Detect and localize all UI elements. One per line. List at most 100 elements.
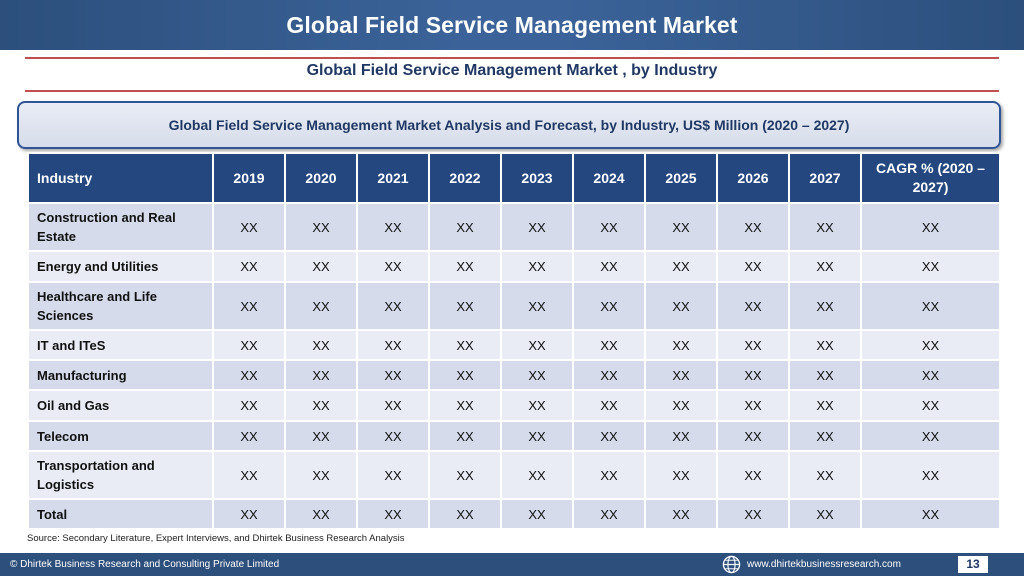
value-cell: XX xyxy=(644,202,718,252)
table-body: Construction and Real Estate XX XX XX XX XX XX… xyxy=(27,202,1001,530)
industry-name-cell: Energy and Utilities xyxy=(27,250,214,283)
value-cell: XX xyxy=(428,450,502,500)
page-number: 13 xyxy=(958,556,988,573)
copyright-text: © Dhirtek Business Research and Consulti… xyxy=(10,559,280,570)
table-row: Telecom XX XX XX XX XX XX XX XX XX XX xyxy=(27,420,1001,452)
title-banner: Global Field Service Management Market xyxy=(0,0,1024,50)
table-row: Manufacturing XX XX XX XX XX XX XX XX XX XX xyxy=(27,359,1001,391)
value-cell: XX xyxy=(860,250,1001,283)
value-cell: XX xyxy=(572,281,646,331)
value-cell: XX xyxy=(428,389,502,422)
value-cell: XX xyxy=(212,250,286,283)
value-cell: XX xyxy=(860,498,1001,530)
value-cell: XX xyxy=(284,359,358,391)
value-cell: XX xyxy=(572,329,646,361)
table-row: Construction and Real Estate XX XX XX XX XX XX… xyxy=(27,202,1001,252)
value-cell: XX xyxy=(644,250,718,283)
value-cell: XX xyxy=(644,329,718,361)
value-cell: XX xyxy=(428,202,502,252)
value-cell: XX xyxy=(356,498,430,530)
column-header: Industry xyxy=(27,152,214,204)
value-cell: XX xyxy=(860,389,1001,422)
value-cell: XX xyxy=(428,359,502,391)
column-header: 2022 xyxy=(428,152,502,204)
column-header: 2023 xyxy=(500,152,574,204)
value-cell: XX xyxy=(860,281,1001,331)
analysis-title-box: Global Field Service Management Market A… xyxy=(17,101,1001,149)
value-cell: XX xyxy=(356,281,430,331)
value-cell: XX xyxy=(356,250,430,283)
value-cell: XX xyxy=(428,498,502,530)
value-cell: XX xyxy=(572,498,646,530)
value-cell: XX xyxy=(644,420,718,452)
value-cell: XX xyxy=(716,329,790,361)
website-link[interactable]: www.dhirtekbusinessresearch.com xyxy=(747,559,901,570)
value-cell: XX xyxy=(788,250,862,283)
value-cell: XX xyxy=(788,389,862,422)
value-cell: XX xyxy=(356,389,430,422)
value-cell: XX xyxy=(572,202,646,252)
value-cell: XX xyxy=(644,389,718,422)
value-cell: XX xyxy=(428,329,502,361)
source-note: Source: Secondary Literature, Expert Int… xyxy=(27,533,405,544)
table-row: Energy and Utilities XX XX XX XX XX XX XX XX XX XX xyxy=(27,250,1001,283)
industry-forecast-table: Industry 2019 2020 2021 2022 2023 2024 2… xyxy=(27,152,1001,530)
value-cell: XX xyxy=(356,420,430,452)
value-cell: XX xyxy=(428,250,502,283)
column-header: 2026 xyxy=(716,152,790,204)
column-header: 2024 xyxy=(572,152,646,204)
value-cell: XX xyxy=(500,450,574,500)
column-header: 2020 xyxy=(284,152,358,204)
value-cell: XX xyxy=(500,329,574,361)
value-cell: XX xyxy=(212,281,286,331)
value-cell: XX xyxy=(788,329,862,361)
value-cell: XX xyxy=(356,329,430,361)
value-cell: XX xyxy=(212,359,286,391)
top-divider xyxy=(25,57,999,59)
industry-name-cell: Healthcare and Life Sciences xyxy=(27,281,214,331)
value-cell: XX xyxy=(428,420,502,452)
footer-bar: © Dhirtek Business Research and Consulti… xyxy=(0,553,1024,576)
value-cell: XX xyxy=(644,281,718,331)
value-cell: XX xyxy=(860,359,1001,391)
value-cell: XX xyxy=(212,329,286,361)
column-header: CAGR % (2020 – 2027) xyxy=(860,152,1001,204)
value-cell: XX xyxy=(716,359,790,391)
globe-icon xyxy=(722,555,741,574)
value-cell: XX xyxy=(284,450,358,500)
column-header: 2025 xyxy=(644,152,718,204)
value-cell: XX xyxy=(212,389,286,422)
value-cell: XX xyxy=(356,359,430,391)
value-cell: XX xyxy=(500,389,574,422)
value-cell: XX xyxy=(212,450,286,500)
value-cell: XX xyxy=(716,420,790,452)
table-row: IT and ITeS XX XX XX XX XX XX XX XX XX XX xyxy=(27,329,1001,361)
industry-name-cell: Manufacturing xyxy=(27,359,214,391)
value-cell: XX xyxy=(860,202,1001,252)
value-cell: XX xyxy=(284,389,358,422)
value-cell: XX xyxy=(500,359,574,391)
value-cell: XX xyxy=(716,498,790,530)
value-cell: XX xyxy=(212,420,286,452)
value-cell: XX xyxy=(644,359,718,391)
table-row: Transportation and Logistics XX XX XX XX XX XX… xyxy=(27,450,1001,500)
value-cell: XX xyxy=(716,450,790,500)
value-cell: XX xyxy=(572,420,646,452)
table-row: Total XX XX XX XX XX XX XX XX XX XX xyxy=(27,498,1001,530)
value-cell: XX xyxy=(500,420,574,452)
value-cell: XX xyxy=(212,498,286,530)
bottom-divider xyxy=(25,90,999,92)
value-cell: XX xyxy=(788,202,862,252)
value-cell: XX xyxy=(716,250,790,283)
value-cell: XX xyxy=(788,359,862,391)
value-cell: XX xyxy=(356,450,430,500)
value-cell: XX xyxy=(572,389,646,422)
column-header: 2027 xyxy=(788,152,862,204)
value-cell: XX xyxy=(716,281,790,331)
value-cell: XX xyxy=(572,250,646,283)
industry-name-cell: Telecom xyxy=(27,420,214,452)
value-cell: XX xyxy=(500,202,574,252)
value-cell: XX xyxy=(284,250,358,283)
value-cell: XX xyxy=(860,329,1001,361)
value-cell: XX xyxy=(788,420,862,452)
